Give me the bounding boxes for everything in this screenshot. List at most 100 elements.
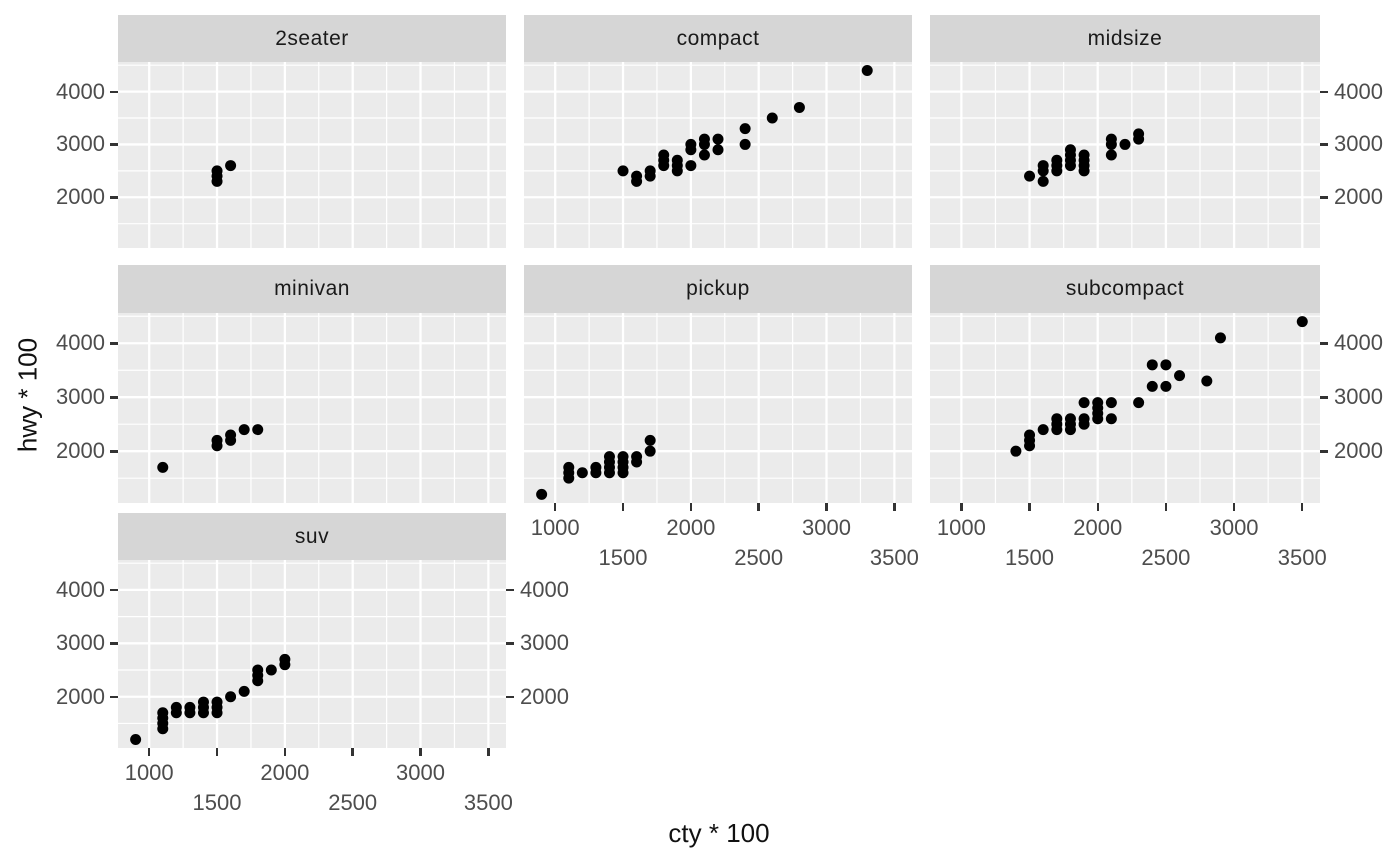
y-axis-tick	[110, 642, 118, 645]
data-point	[685, 160, 697, 172]
y-axis-tick	[506, 642, 514, 645]
x-tick-label: 3000	[1209, 515, 1259, 540]
x-axis-tick	[1028, 503, 1031, 511]
facet-panel-minivan	[118, 313, 506, 503]
data-point	[1064, 413, 1076, 425]
y-axis-tick	[506, 588, 514, 592]
x-tick-label: 3000	[396, 760, 445, 785]
x-axis-tick	[825, 503, 828, 511]
data-point	[211, 165, 223, 177]
data-point	[1105, 133, 1117, 145]
data-point	[1160, 359, 1172, 371]
data-point	[1133, 397, 1145, 409]
y-tick-label: 3000	[56, 384, 105, 410]
data-point	[617, 451, 629, 463]
x-axis-tick	[554, 503, 557, 511]
y-tick-label: 4000	[1334, 330, 1383, 356]
data-point	[1051, 413, 1063, 425]
data-point	[157, 461, 169, 473]
x-axis-tick	[1164, 503, 1168, 511]
data-point	[238, 685, 250, 697]
data-point	[685, 138, 697, 150]
y-axis-tick	[110, 450, 118, 453]
data-point	[698, 133, 710, 145]
y-tick-label: 4000	[56, 576, 105, 602]
x-axis-tick	[1096, 503, 1099, 511]
y-tick-label: 2000	[56, 438, 105, 464]
data-point	[631, 451, 643, 463]
data-point	[1078, 149, 1090, 161]
y-tick-label: 2000	[1334, 184, 1383, 210]
data-point	[658, 149, 670, 161]
x-axis-tick	[757, 503, 760, 511]
x-tick-label: 3500	[1277, 545, 1327, 570]
facet-strip-compact: compact	[524, 15, 912, 62]
data-point	[1119, 138, 1131, 150]
facet-strip-minivan: minivan	[118, 265, 506, 313]
data-point	[1064, 144, 1076, 156]
data-point	[238, 424, 250, 436]
y-tick-label: 2000	[56, 184, 105, 210]
panel-background	[118, 62, 506, 248]
y-tick-label: 3000	[1334, 131, 1383, 157]
data-point	[766, 112, 778, 124]
data-point	[1078, 413, 1090, 425]
facet-panel-compact	[524, 62, 912, 248]
panel-background	[118, 313, 506, 503]
data-point	[603, 451, 615, 463]
y-tick-label: 4000	[1334, 78, 1383, 104]
x-axis-tick	[351, 748, 354, 756]
data-point	[197, 696, 209, 708]
y-axis-tick	[1320, 342, 1328, 345]
data-point	[1174, 370, 1186, 382]
facet-panel-midsize	[930, 62, 1320, 248]
data-point	[563, 461, 575, 473]
facet-strip-subcompact: subcompact	[930, 265, 1320, 313]
facet-strip-label: subcompact	[1065, 277, 1185, 300]
data-point	[211, 434, 223, 446]
x-axis-tick	[215, 748, 219, 756]
facet-strip-label: 2seater	[275, 26, 349, 50]
data-point	[225, 429, 237, 441]
x-axis-tick	[1301, 503, 1304, 511]
facet-panel-2seater	[118, 62, 506, 248]
y-tick-label: 3000	[520, 630, 569, 656]
facet-panel-suv	[118, 560, 506, 748]
facet-strip-label: midsize	[1087, 26, 1163, 50]
facet-strip-label: pickup	[686, 277, 750, 300]
data-point	[1024, 170, 1036, 182]
y-axis-tick	[1320, 90, 1328, 93]
facet-strip-midsize: midsize	[930, 15, 1320, 62]
x-tick-label: 3500	[463, 790, 513, 815]
data-point	[1078, 397, 1090, 409]
data-point	[739, 123, 751, 135]
data-point	[1037, 160, 1049, 172]
y-tick-label: 4000	[520, 576, 569, 602]
panel-background	[118, 560, 506, 748]
y-tick-label: 2000	[56, 683, 105, 709]
x-tick-label: 1000	[124, 760, 174, 785]
y-tick-label: 4000	[56, 330, 105, 356]
x-tick-label: 3500	[869, 545, 919, 570]
x-tick-label: 1000	[530, 515, 580, 540]
x-tick-label: 2000	[666, 515, 716, 540]
facet-strip-label: compact	[676, 26, 760, 50]
data-point	[590, 461, 602, 473]
y-axis-tick	[110, 196, 118, 199]
x-tick-label: 2000	[1073, 515, 1123, 540]
data-point	[1201, 375, 1213, 387]
y-tick-label: 3000	[56, 131, 105, 157]
x-tick-label: 2500	[734, 545, 784, 570]
data-point	[671, 154, 683, 166]
y-tick-label: 3000	[56, 630, 105, 656]
data-point	[265, 664, 277, 676]
data-point	[1037, 424, 1049, 436]
x-axis-tick	[960, 503, 963, 511]
data-point	[617, 165, 629, 177]
y-axis-tick	[1320, 450, 1328, 453]
facet-panel-subcompact	[930, 313, 1320, 503]
panel-background	[930, 313, 1320, 503]
data-point	[1214, 332, 1226, 344]
data-point	[644, 434, 656, 446]
